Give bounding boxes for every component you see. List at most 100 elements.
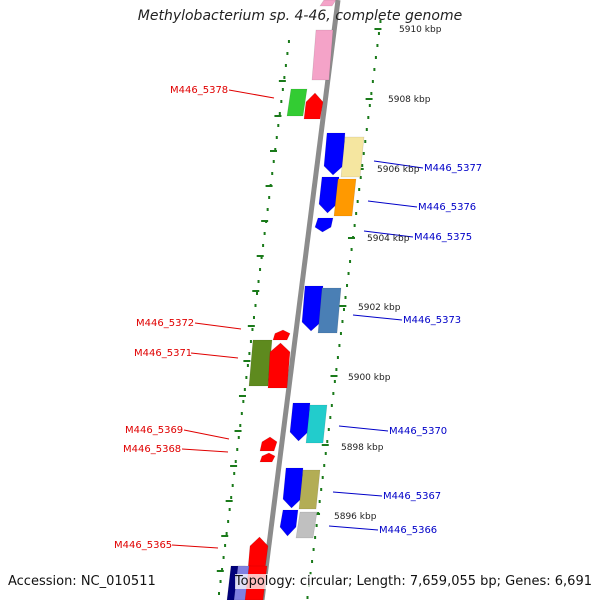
ring-dot — [367, 116, 370, 119]
ring-dot — [330, 404, 333, 407]
leader-line — [363, 230, 414, 238]
gene-features — [226, 0, 365, 600]
gene-arrow — [323, 132, 346, 176]
ring-dot — [262, 244, 265, 247]
ring-dot — [324, 452, 327, 455]
ring-dot — [218, 592, 221, 595]
ring-dot — [318, 500, 321, 503]
gene-arrow — [259, 436, 278, 452]
gene-label-right: M446_5370 — [389, 426, 447, 437]
ring-dot — [284, 64, 287, 67]
ring-dot — [249, 340, 252, 343]
ring-dot — [364, 140, 367, 143]
ring-tick — [256, 255, 264, 257]
scale-label: 5910 kbp — [399, 25, 442, 35]
gene-arrow — [279, 509, 299, 537]
ring-dot — [361, 164, 364, 167]
ring-dot — [344, 296, 347, 299]
scale-tick — [321, 444, 329, 446]
ring-dot — [254, 304, 257, 307]
scale-label: 5904 kbp — [367, 234, 410, 244]
leader-line — [181, 448, 229, 453]
ring-dot — [335, 368, 338, 371]
gene-arrow — [247, 536, 269, 570]
scale-label: 5898 kbp — [341, 443, 384, 453]
gene-arrow — [248, 339, 273, 387]
gene-label-right: M446_5375 — [414, 232, 472, 243]
gene-arrow — [311, 29, 334, 81]
gene-arrow — [305, 404, 328, 444]
ring-dot — [252, 316, 255, 319]
ring-dot — [275, 136, 278, 139]
scale-label: 5902 kbp — [358, 303, 401, 313]
leader-line — [332, 491, 383, 497]
scale-tick — [347, 237, 355, 239]
ring-tick — [225, 500, 233, 502]
ring-dot — [278, 112, 281, 115]
gene-arrow — [303, 92, 324, 120]
label-leader-lines — [171, 89, 424, 549]
leader-line — [183, 429, 230, 440]
ring-dot — [377, 32, 380, 35]
ring-dot — [236, 448, 239, 451]
leader-line — [367, 200, 418, 208]
ring-dot — [362, 152, 365, 155]
genome-summary-text: Topology: circular; Length: 7,659,055 bp… — [234, 574, 592, 589]
ring-dot — [355, 212, 358, 215]
ring-dot — [239, 424, 242, 427]
ring-dot — [358, 188, 361, 191]
ring-dot — [312, 548, 315, 551]
ring-dot — [379, 20, 382, 23]
scale-labels: 5910 kbp 5908 kbp 5906 kbp 5904 kbp 5902 kbp… — [334, 25, 442, 522]
scale-tick — [365, 98, 373, 100]
ring-dot — [309, 572, 312, 575]
ring-tick — [274, 115, 282, 117]
gene-label-left: M446_5369 — [125, 425, 183, 436]
ring-dot — [260, 256, 263, 259]
ring-dot — [342, 308, 345, 311]
ring-dot — [281, 88, 284, 91]
scale-tick — [330, 375, 338, 377]
ring-dot — [225, 532, 228, 535]
gene-arrow — [301, 285, 324, 332]
ring-dot — [266, 208, 269, 211]
ring-tick — [221, 535, 229, 537]
leader-line — [352, 314, 403, 321]
ring-dot — [248, 352, 251, 355]
ring-dot — [336, 356, 339, 359]
ring-dot — [245, 376, 248, 379]
ring-tick — [238, 395, 246, 397]
ring-dot — [257, 280, 260, 283]
ring-tick — [261, 220, 269, 222]
ring-dot — [256, 292, 259, 295]
inner-dotted-ring — [218, 40, 290, 595]
ring-dot — [274, 148, 277, 151]
ring-dot — [243, 388, 246, 391]
ring-dot — [233, 472, 236, 475]
gene-label-left: M446_5372 — [136, 318, 194, 329]
ring-dot — [373, 68, 376, 71]
gene-label-left: M446_5368 — [123, 444, 181, 455]
ring-dot — [371, 80, 374, 83]
ring-dot — [320, 488, 323, 491]
ring-dot — [219, 580, 222, 583]
ring-dot — [230, 496, 233, 499]
ring-dot — [356, 200, 359, 203]
ring-dot — [240, 412, 243, 415]
leader-line — [190, 352, 239, 359]
gene-arrow — [317, 287, 342, 334]
scale-label: 5900 kbp — [348, 373, 391, 383]
gene-arrow — [298, 469, 321, 510]
gene-arrow — [295, 511, 318, 539]
genome-backbone — [259, 0, 341, 600]
ring-dot — [329, 416, 332, 419]
ring-dot — [349, 260, 352, 263]
ring-dot — [271, 172, 274, 175]
ring-tick — [230, 465, 238, 467]
ring-dot — [246, 364, 249, 367]
gene-label-right: M446_5376 — [418, 202, 476, 213]
gene-arrow — [319, 0, 337, 7]
scale-tick — [339, 305, 347, 307]
ring-dot — [251, 328, 254, 331]
